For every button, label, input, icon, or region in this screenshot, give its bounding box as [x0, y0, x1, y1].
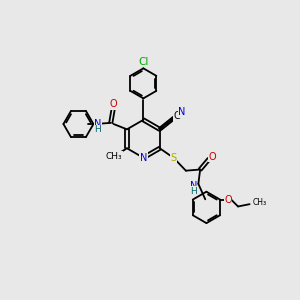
Text: N: N	[94, 119, 101, 129]
Text: H: H	[190, 187, 196, 196]
Text: N: N	[190, 181, 197, 191]
Text: O: O	[224, 194, 232, 205]
Text: O: O	[208, 152, 216, 162]
Text: H: H	[94, 125, 101, 134]
Text: CH₃: CH₃	[252, 198, 266, 207]
Text: N: N	[140, 153, 147, 163]
Text: S: S	[170, 153, 176, 163]
Text: Cl: Cl	[138, 57, 148, 67]
Text: C: C	[173, 111, 180, 121]
Text: N: N	[178, 107, 186, 117]
Text: CH₃: CH₃	[106, 152, 123, 161]
Text: O: O	[109, 99, 117, 110]
